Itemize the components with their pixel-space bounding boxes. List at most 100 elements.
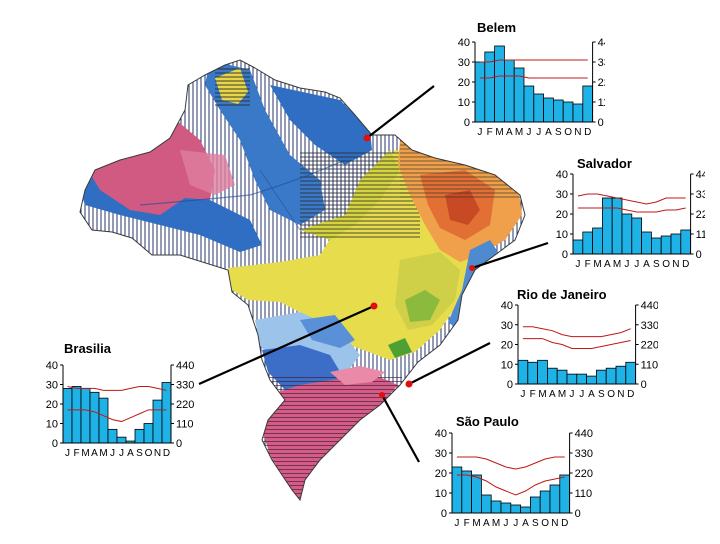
precip-bar-S xyxy=(553,99,564,123)
month-label: O xyxy=(564,127,572,138)
y2-tick-label: 330 xyxy=(598,57,605,69)
y2-tick-label: 110 xyxy=(641,359,658,371)
temp-min-line xyxy=(456,474,565,496)
y-tick-label: 20 xyxy=(435,468,447,480)
climograph-title: Belem xyxy=(477,20,517,35)
y-tick-label: 0 xyxy=(464,117,470,129)
precip-bar-O xyxy=(562,101,574,123)
precip-bar-S xyxy=(596,369,607,385)
month-label: D xyxy=(561,518,568,529)
precip-bar-A xyxy=(641,231,652,255)
y-tick-label: 40 xyxy=(435,428,447,440)
y2-tick-label: 220 xyxy=(176,399,194,411)
month-label: M xyxy=(472,518,480,529)
month-label: N xyxy=(617,389,624,400)
month-label: F xyxy=(530,389,536,400)
leader-line-salvador xyxy=(471,241,549,270)
month-label: J xyxy=(624,259,629,268)
station-marker-belem xyxy=(363,134,371,142)
precip-bar-A xyxy=(547,367,558,385)
precip-bar-M xyxy=(471,474,482,514)
precip-bar-J xyxy=(116,436,127,444)
temp-min-line xyxy=(577,207,686,213)
y2-tick-label: 220 xyxy=(696,209,705,221)
month-label: J xyxy=(634,259,639,268)
precip-bar-S xyxy=(530,496,541,514)
y-tick-label: 30 xyxy=(556,189,568,201)
month-label: S xyxy=(598,389,605,400)
precip-bar-M xyxy=(490,500,502,514)
precip-bar-J xyxy=(533,93,545,123)
station-marker-brasilia xyxy=(370,302,378,310)
precip-bar-J xyxy=(572,239,584,255)
month-label: J xyxy=(575,259,580,268)
month-label: A xyxy=(91,448,98,459)
month-label: O xyxy=(662,259,670,268)
month-label: O xyxy=(145,448,153,459)
precip-bar-D xyxy=(161,382,172,444)
precip-bar-O xyxy=(539,490,551,514)
climograph-title: Rio de Janeiro xyxy=(517,287,607,302)
month-label: J xyxy=(110,448,115,459)
precip-bar-N xyxy=(549,484,561,514)
month-label: M xyxy=(81,448,89,459)
month-label: M xyxy=(99,448,107,459)
y2-tick-label: 0 xyxy=(598,117,604,129)
month-label: A xyxy=(643,259,650,268)
precip-bar-F xyxy=(582,231,593,255)
precip-bar-J xyxy=(474,61,486,123)
precip-bar-N xyxy=(572,103,584,123)
climograph-saopaulo: São Paulo 0 10 20 30 40 0 110 220 330 440 J F M A M J J A… xyxy=(424,414,594,544)
amazon-river-line xyxy=(139,159,346,206)
month-label: A xyxy=(588,389,595,400)
y2-tick-label: 0 xyxy=(176,438,182,450)
y-tick-label: 10 xyxy=(501,359,513,371)
y2-tick-label: 330 xyxy=(176,380,194,392)
precip-bar-D xyxy=(680,229,692,255)
y-tick-label: 0 xyxy=(507,379,513,391)
y-tick-label: 30 xyxy=(501,320,513,332)
month-label: N xyxy=(551,518,558,529)
equatorial-humid-zone-belem xyxy=(270,85,372,165)
y2-tick-label: 440 xyxy=(176,360,194,372)
month-label: M xyxy=(593,259,601,268)
month-label: F xyxy=(487,127,493,138)
precip-bar-J xyxy=(566,373,578,385)
precip-bar-F xyxy=(461,470,472,514)
y2-tick-label: 220 xyxy=(641,340,658,352)
precip-bar-O xyxy=(605,367,617,385)
precip-bar-F xyxy=(71,386,82,444)
precip-bar-J xyxy=(107,428,118,444)
temp-max-line xyxy=(456,456,565,470)
month-label: A xyxy=(483,518,490,529)
precip-bar-D xyxy=(582,85,594,123)
temp-min-line xyxy=(522,338,631,349)
y-tick-label: 40 xyxy=(501,300,513,312)
y2-tick-label: 330 xyxy=(575,448,593,460)
y2-tick-label: 440 xyxy=(575,428,593,440)
precip-bar-J xyxy=(500,502,512,514)
precip-bar-J xyxy=(451,466,463,514)
month-label: M xyxy=(515,127,523,138)
month-label: M xyxy=(558,389,566,400)
precip-bar-M xyxy=(537,359,548,385)
leader-line-belem xyxy=(366,85,435,139)
y-tick-label: 0 xyxy=(52,438,58,450)
y-tick-label: 10 xyxy=(458,97,470,109)
precip-bar-N xyxy=(670,233,682,255)
precip-bar-M xyxy=(494,45,505,123)
precip-bar-J xyxy=(631,217,643,255)
precip-bar-M xyxy=(592,227,603,255)
precip-bar-J xyxy=(621,213,633,255)
y2-tick-label: 110 xyxy=(176,419,194,431)
climograph-title: São Paulo xyxy=(456,414,519,429)
temp-max-line xyxy=(577,193,686,205)
leader-line-saopaulo xyxy=(381,394,420,463)
precip-bar-M xyxy=(80,388,91,444)
month-label: S xyxy=(653,259,660,268)
y-tick-label: 20 xyxy=(458,77,470,89)
month-label: J xyxy=(520,389,525,400)
